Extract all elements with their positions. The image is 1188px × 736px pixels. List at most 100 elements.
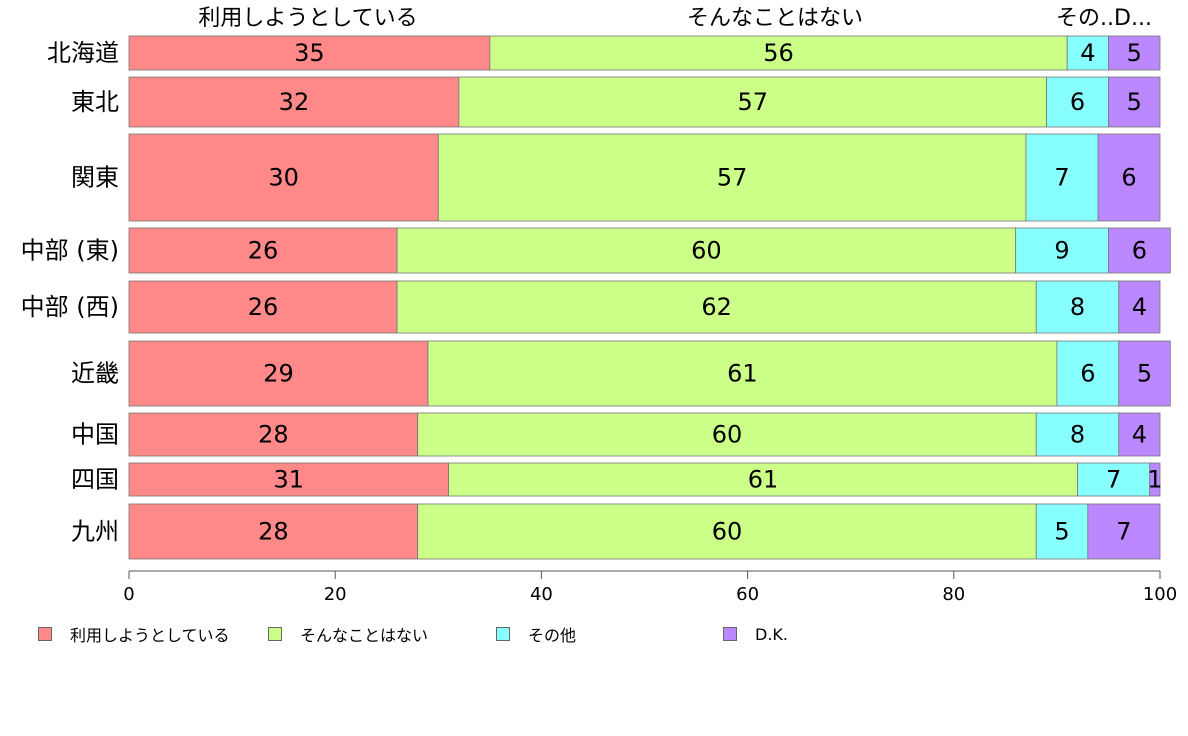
category-label: 近畿 xyxy=(71,360,119,388)
bar-segment xyxy=(1108,227,1171,274)
bar-segment xyxy=(1087,503,1161,560)
bar-segment xyxy=(1035,503,1089,560)
x-tick-label: 100 xyxy=(1143,584,1177,605)
bar-segment xyxy=(128,133,439,222)
data-label: 60 xyxy=(712,421,743,449)
bar-segment xyxy=(1025,133,1099,222)
bar-segment xyxy=(128,340,429,407)
bar-segment xyxy=(1118,340,1171,407)
bar-segment xyxy=(128,412,419,457)
data-label: 7 xyxy=(1054,164,1069,192)
legend: 利用しようとしている そんなことはない その他 D.K. xyxy=(38,622,1138,646)
data-label: 30 xyxy=(268,164,299,192)
bar-row: 中部 (東) 26 60 9 6 xyxy=(21,227,1171,274)
data-label: 26 xyxy=(248,293,279,321)
bar-segment xyxy=(128,280,398,334)
x-axis: 0 20 40 60 80 100 xyxy=(123,570,1177,605)
data-label: 56 xyxy=(763,39,794,67)
x-tick-label: 60 xyxy=(736,584,759,605)
data-label: 60 xyxy=(691,237,722,265)
data-label: 32 xyxy=(279,88,310,116)
bar-segment xyxy=(427,340,1058,407)
legend-item-1: そんなことはない xyxy=(268,622,428,646)
bar-segment xyxy=(1056,340,1120,407)
data-label: 35 xyxy=(294,39,325,67)
data-label: 5 xyxy=(1054,518,1069,546)
bar-row: 中国 28 60 8 4 xyxy=(71,412,1161,457)
data-label: 57 xyxy=(717,164,748,192)
top-label-1: そんなことはない xyxy=(687,6,863,31)
bar-segment xyxy=(1118,280,1161,334)
bar-segment xyxy=(1035,412,1120,457)
bar-segment xyxy=(448,462,1078,497)
bar-segment xyxy=(1097,133,1161,222)
data-label: 6 xyxy=(1121,164,1136,192)
x-tick-label: 80 xyxy=(942,584,965,605)
data-label: 6 xyxy=(1080,360,1095,388)
data-label: 6 xyxy=(1132,237,1147,265)
data-label: 61 xyxy=(727,360,758,388)
top-labels: 利用しようとしている そんなことはない その..D... xyxy=(198,6,1152,31)
data-label: 28 xyxy=(258,421,289,449)
legend-swatch-2 xyxy=(496,627,510,641)
data-label: 28 xyxy=(258,518,289,546)
data-label: 8 xyxy=(1070,421,1085,449)
bar-segment xyxy=(128,227,398,274)
category-label: 中部 (東) xyxy=(21,237,119,265)
legend-item-0: 利用しようとしている xyxy=(38,622,230,646)
category-label: 東北 xyxy=(71,88,119,116)
data-label: 57 xyxy=(737,88,768,116)
data-label: 7 xyxy=(1106,466,1121,494)
bar-segment xyxy=(128,462,450,497)
data-label: 5 xyxy=(1127,39,1142,67)
bar-segment xyxy=(1108,76,1161,128)
category-label: 関東 xyxy=(71,164,119,192)
legend-swatch-0 xyxy=(38,627,52,641)
category-label: 九州 xyxy=(71,518,119,546)
data-label: 4 xyxy=(1080,39,1095,67)
bar-row: 東北 32 57 6 5 xyxy=(71,76,1161,128)
data-label: 26 xyxy=(248,237,279,265)
bar-row: 中部 (西) 26 62 8 4 xyxy=(21,280,1161,334)
bar-segment xyxy=(1077,462,1151,497)
data-label: 7 xyxy=(1116,518,1131,546)
bar-segment xyxy=(396,280,1037,334)
bar-segment xyxy=(417,503,1037,560)
data-label: 29 xyxy=(263,360,294,388)
x-tick-label: 20 xyxy=(324,584,347,605)
bar-row: 九州 28 60 5 7 xyxy=(71,503,1161,560)
data-label: 9 xyxy=(1054,237,1069,265)
data-label: 1 xyxy=(1147,466,1162,494)
data-label: 8 xyxy=(1070,293,1085,321)
data-label: 6 xyxy=(1070,88,1085,116)
bar-segment xyxy=(417,412,1037,457)
data-label: 4 xyxy=(1132,421,1147,449)
legend-label-2: その他 xyxy=(528,626,577,645)
category-label: 北海道 xyxy=(47,39,119,67)
bar-segment xyxy=(128,76,460,128)
bar-segment xyxy=(1149,462,1161,497)
category-label: 中部 (西) xyxy=(21,293,119,321)
legend-label-3: D.K. xyxy=(755,624,788,644)
category-label: 中国 xyxy=(71,421,119,449)
bar-segment xyxy=(128,503,419,560)
bar-segment xyxy=(437,133,1027,222)
bar-rows: 北海道 35 56 4 5東北 32 57 6 5関東 30 57 7 6中部 (東) 26 60 9 6中部 … xyxy=(21,35,1171,560)
data-label: 4 xyxy=(1132,293,1147,321)
bar-segment xyxy=(1118,412,1161,457)
bar-segment xyxy=(1108,35,1161,71)
legend-item-3: D.K. xyxy=(723,622,788,646)
legend-label-1: そんなことはない xyxy=(300,626,429,645)
legend-swatch-3 xyxy=(723,627,737,641)
data-label: 62 xyxy=(701,293,732,321)
category-label: 四国 xyxy=(71,466,119,494)
bar-row: 関東 30 57 7 6 xyxy=(71,133,1161,222)
x-tick-label: 40 xyxy=(530,584,553,605)
bar-segment xyxy=(458,76,1047,128)
bar-row: 近畿 29 61 6 5 xyxy=(71,340,1171,407)
bar-segment xyxy=(128,35,491,71)
bar-segment xyxy=(1035,280,1120,334)
bar-row: 北海道 35 56 4 5 xyxy=(47,35,1161,71)
bar-row: 四国 31 61 7 1 xyxy=(71,462,1162,497)
